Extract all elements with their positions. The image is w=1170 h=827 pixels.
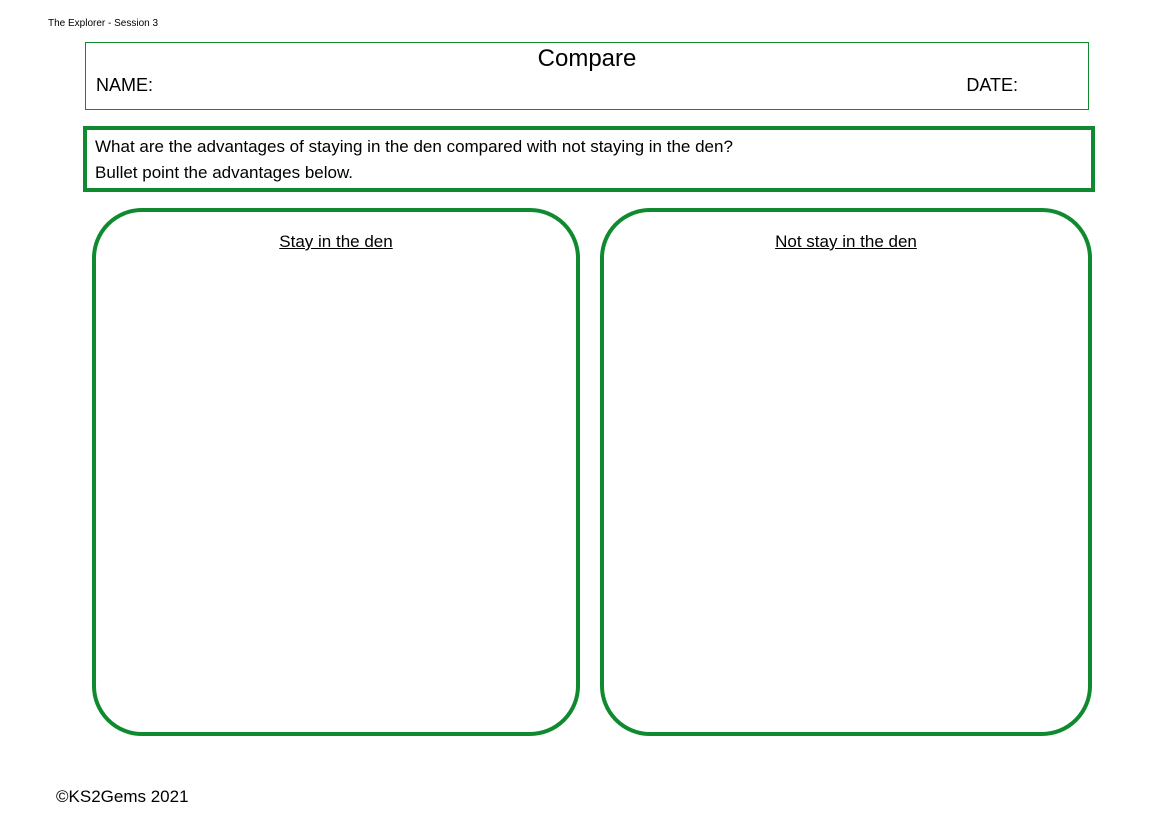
box-right-heading: Not stay in the den [604,232,1088,252]
compare-box-right: Not stay in the den [600,208,1092,736]
instruction-line-2: Bullet point the advantages below. [95,160,1083,186]
footer-copyright: ©KS2Gems 2021 [56,787,189,807]
compare-box-left: Stay in the den [92,208,580,736]
header-box: Compare NAME: DATE: [85,42,1089,110]
instruction-box: What are the advantages of staying in th… [83,126,1095,192]
date-label: DATE: [966,75,1080,96]
box-left-heading: Stay in the den [96,232,576,252]
page-title: Compare [94,45,1080,73]
name-date-row: NAME: DATE: [94,75,1080,96]
name-label: NAME: [94,75,153,96]
session-label: The Explorer - Session 3 [48,18,158,29]
instruction-line-1: What are the advantages of staying in th… [95,134,1083,160]
